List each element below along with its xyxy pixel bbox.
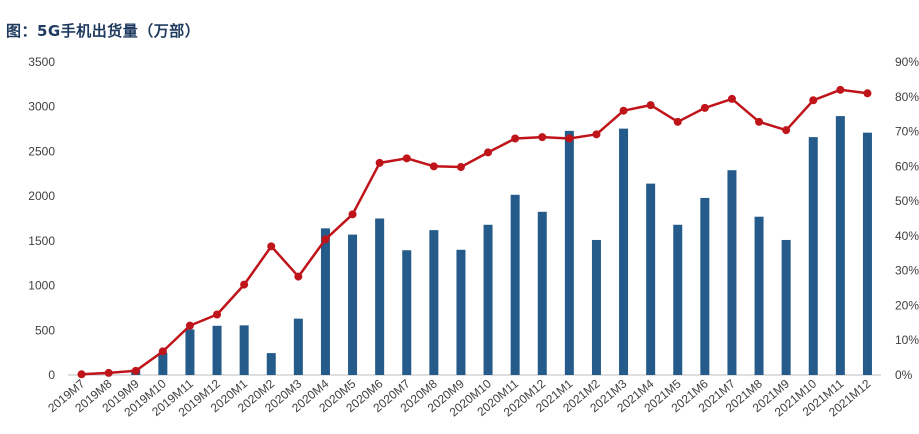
bar: [673, 224, 683, 375]
bar: [510, 194, 520, 375]
line-point: [158, 347, 167, 356]
bar: [808, 137, 818, 375]
bar: [375, 218, 385, 375]
y-left-tick-label: 0: [48, 368, 55, 382]
y-right-tick-label: 90%: [895, 55, 919, 69]
y-right-tick-label: 50%: [895, 194, 919, 208]
y-left-tick-label: 500: [35, 323, 55, 337]
bar: [754, 216, 764, 375]
line-point: [131, 366, 140, 375]
bar: [727, 170, 737, 375]
bar: [591, 239, 601, 375]
line-point: [294, 272, 303, 281]
bar: [320, 228, 330, 375]
bar: [456, 249, 466, 375]
y-left-tick-label: 1000: [28, 279, 55, 293]
line-point: [456, 163, 465, 172]
line-point: [213, 310, 222, 319]
y-left-tick-label: 2500: [28, 144, 55, 158]
line-point: [267, 242, 276, 251]
line-point: [646, 101, 655, 110]
line-point: [592, 130, 601, 139]
line-point: [673, 117, 682, 126]
y-left-tick-label: 3500: [28, 55, 55, 69]
bar: [646, 183, 656, 375]
bar: [619, 128, 629, 375]
bar: [862, 132, 872, 375]
y-right-tick-label: 70%: [895, 125, 919, 139]
bar: [781, 239, 791, 375]
bar: [348, 234, 358, 375]
line-point: [484, 148, 493, 157]
bar: [212, 325, 222, 375]
bar: [483, 224, 493, 375]
line-point: [429, 162, 438, 171]
y-left-tick-label: 2000: [28, 189, 55, 203]
y-right-tick-label: 20%: [895, 298, 919, 312]
line-point: [619, 106, 628, 115]
y-left-tick-label: 3000: [28, 100, 55, 114]
bar: [700, 197, 710, 375]
bar: [185, 329, 195, 375]
y-right-tick-label: 30%: [895, 264, 919, 278]
y-right-tick-label: 0%: [895, 368, 913, 382]
line-point: [755, 117, 764, 126]
line-point: [782, 126, 791, 135]
line-point: [538, 133, 547, 142]
bar: [429, 230, 439, 375]
chart-title: 图：5G手机出货量（万部）: [6, 22, 201, 40]
bar: [158, 352, 168, 375]
line-point: [104, 368, 113, 377]
bar: [266, 353, 276, 375]
line-point: [185, 321, 194, 330]
bar: [835, 116, 845, 376]
bar: [239, 325, 249, 375]
y-left-tick-label: 1500: [28, 234, 55, 248]
line-point: [348, 210, 357, 219]
line-point: [700, 103, 709, 112]
series-line: [81, 88, 868, 376]
y-right-tick-label: 60%: [895, 159, 919, 173]
line-point: [511, 134, 520, 143]
line-point: [240, 280, 249, 289]
line-point: [321, 235, 330, 244]
line-point: [402, 154, 411, 163]
y-right-tick-label: 40%: [895, 229, 919, 243]
bar: [564, 130, 574, 375]
line-point: [836, 85, 845, 94]
bar: [402, 250, 412, 375]
bar: [293, 318, 303, 375]
bar: [537, 211, 547, 375]
line-point: [77, 370, 86, 379]
line-point: [375, 158, 384, 167]
y-right-tick-label: 10%: [895, 333, 919, 347]
y-right-tick-label: 80%: [895, 90, 919, 104]
line-point: [565, 134, 574, 143]
line-point: [727, 94, 736, 103]
line-point: [863, 89, 872, 98]
line-point: [809, 96, 818, 105]
